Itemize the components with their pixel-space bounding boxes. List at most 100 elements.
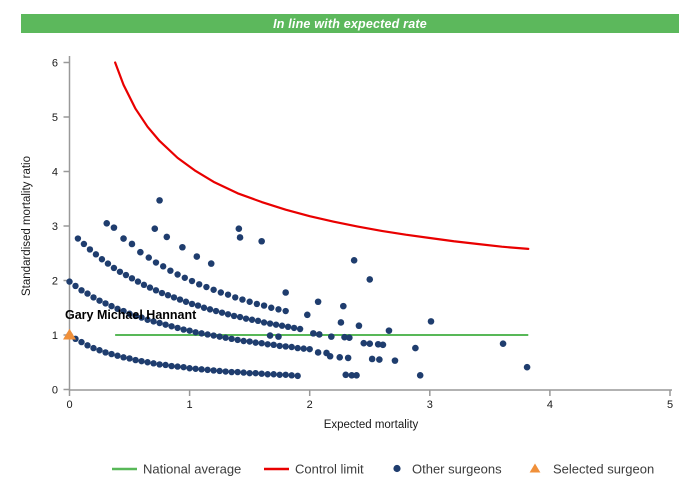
other-surgeon-point xyxy=(296,325,304,333)
other-surgeon-point xyxy=(200,304,208,311)
other-surgeon-point xyxy=(163,233,171,241)
other-surgeon-point xyxy=(110,224,118,231)
other-surgeon-point xyxy=(114,305,121,313)
y-axis-title: Standardised mortality ratio xyxy=(21,156,33,296)
other-surgeon-point xyxy=(276,371,283,378)
other-surgeon-point xyxy=(246,338,253,345)
other-surgeon-point xyxy=(120,307,127,315)
other-surgeon-point xyxy=(78,287,85,294)
other-surgeon-point xyxy=(193,253,201,260)
other-surgeon-point xyxy=(303,311,311,319)
other-surgeon-point xyxy=(174,271,181,278)
other-surgeon-point xyxy=(146,284,154,291)
legend-swatch-selected-surgeon xyxy=(529,463,541,473)
other-surgeon-point xyxy=(316,331,323,338)
other-surgeon-point xyxy=(350,257,358,264)
status-banner: In line with expected rate xyxy=(21,14,679,33)
other-surgeon-point xyxy=(198,366,205,373)
other-surgeon-point xyxy=(499,340,507,348)
other-surgeon-point xyxy=(340,302,347,310)
other-surgeon-point xyxy=(224,291,232,298)
other-surgeon-point xyxy=(240,337,247,345)
other-surgeon-point xyxy=(108,350,115,358)
other-surgeon-point xyxy=(341,333,348,341)
other-surgeon-point xyxy=(134,278,142,285)
other-surgeon-point xyxy=(128,275,136,282)
other-surgeon-point xyxy=(156,361,163,368)
other-surgeon-point xyxy=(186,365,193,372)
other-surgeon-point xyxy=(74,235,82,242)
other-surgeon-point xyxy=(224,311,232,318)
other-surgeon-point xyxy=(180,326,187,333)
other-surgeon-point xyxy=(282,371,289,378)
other-surgeon-point xyxy=(206,306,214,313)
other-surgeon-point xyxy=(194,302,202,309)
other-surgeon-point xyxy=(254,317,262,325)
other-surgeon-point xyxy=(294,344,301,352)
x-tick-label: 0 xyxy=(66,399,72,411)
x-tick-label: 3 xyxy=(427,399,433,411)
other-surgeon-point xyxy=(212,307,220,315)
other-surgeon-point xyxy=(314,349,322,356)
other-surgeon-point xyxy=(416,372,424,379)
y-tick-label: 4 xyxy=(52,167,58,179)
y-tick-label: 5 xyxy=(52,112,58,124)
other-surgeon-point xyxy=(360,339,368,347)
other-surgeon-point xyxy=(203,283,210,291)
other-surgeon-point xyxy=(314,298,322,306)
other-surgeon-point xyxy=(337,319,345,326)
other-surgeon-point xyxy=(275,306,282,313)
other-surgeon-point xyxy=(128,240,136,248)
other-surgeon-point xyxy=(234,336,241,344)
other-surgeon-point xyxy=(176,296,184,303)
status-banner-text: In line with expected rate xyxy=(273,16,427,31)
other-surgeon-point xyxy=(236,234,244,241)
other-surgeon-point xyxy=(264,371,271,378)
other-surgeon-point xyxy=(288,343,295,351)
other-surgeon-point xyxy=(328,333,335,340)
other-surgeon-point xyxy=(523,363,531,371)
other-surgeon-point xyxy=(242,315,250,322)
other-surgeon-point xyxy=(253,300,261,308)
other-surgeon-point xyxy=(210,332,217,339)
x-tick-label: 4 xyxy=(547,399,553,411)
other-surgeon-point xyxy=(290,324,298,332)
other-surgeon-point xyxy=(137,248,144,256)
other-surgeon-point xyxy=(144,359,151,366)
other-surgeon-point xyxy=(412,344,419,352)
other-surgeon-point xyxy=(122,271,130,279)
legend-label-other-surgeons: Other surgeons xyxy=(412,462,502,477)
other-surgeon-point xyxy=(260,319,268,326)
other-surgeon-point xyxy=(218,309,226,316)
other-surgeon-point xyxy=(252,369,259,377)
other-surgeon-point xyxy=(188,300,196,308)
other-surgeon-point xyxy=(306,345,313,353)
other-surgeon-point xyxy=(240,369,247,376)
other-surgeon-point xyxy=(204,366,211,374)
other-surgeon-point xyxy=(120,235,127,242)
y-tick-label: 1 xyxy=(52,330,58,342)
other-surgeon-point xyxy=(236,313,244,321)
other-surgeon-point xyxy=(96,297,103,304)
other-surgeon-point xyxy=(427,318,435,325)
other-surgeon-point xyxy=(192,329,199,336)
other-surgeon-point xyxy=(78,338,85,346)
other-surgeon-point xyxy=(210,286,217,293)
other-surgeon-point xyxy=(158,289,166,297)
other-surgeon-point xyxy=(84,342,91,349)
other-surgeon-point xyxy=(86,246,94,253)
other-surgeon-point xyxy=(90,294,97,301)
other-surgeon-point xyxy=(235,225,243,233)
other-surgeon-point xyxy=(270,371,277,378)
y-tick-label: 0 xyxy=(52,385,58,397)
other-surgeon-point xyxy=(348,372,356,379)
other-surgeon-point xyxy=(126,310,133,317)
other-surgeon-point xyxy=(186,327,193,334)
other-surgeon-point xyxy=(168,323,175,330)
other-surgeon-point xyxy=(260,302,268,309)
other-surgeon-point xyxy=(110,264,118,272)
other-surgeon-point xyxy=(96,347,103,354)
other-surgeon-point xyxy=(276,342,283,350)
other-surgeon-point xyxy=(181,274,188,281)
